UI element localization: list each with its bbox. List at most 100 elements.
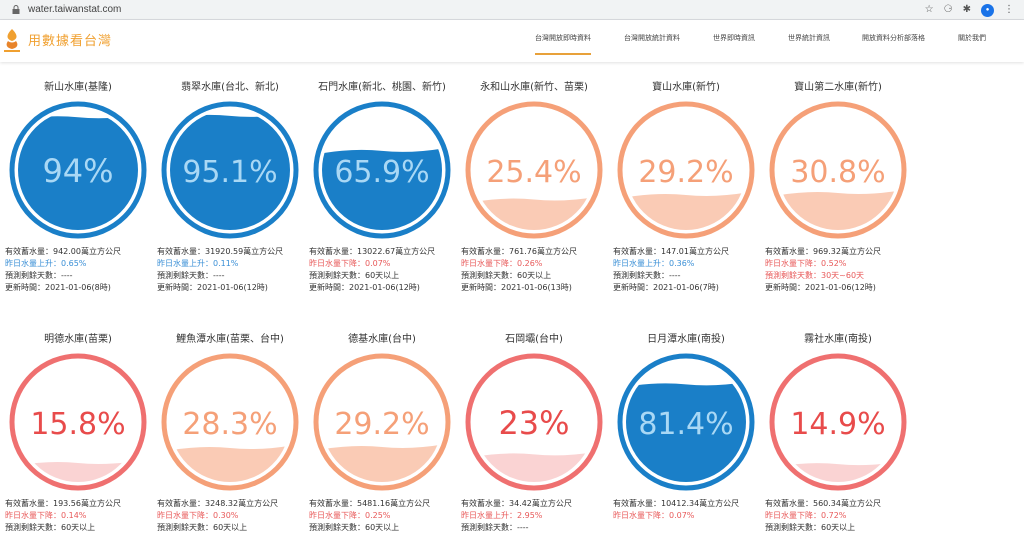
reservoir-info: 有效蓄水量：34.42萬立方公尺 昨日水量上升：2.95% 預測剩餘天數：----: [461, 498, 611, 534]
daily-change: 昨日水量下降：0.30%: [157, 511, 239, 520]
main-nav: 台灣開放即時資料 台灣開放統計資料 世界即時資訊 世界統計資訊 開放資料分析部落…: [0, 20, 1024, 62]
effective-capacity: 有效蓄水量：5481.16萬立方公尺: [309, 499, 431, 508]
reservoir-name: 石門水庫(新北、桃園、新竹): [318, 82, 446, 93]
reservoir-name: 石岡壩(台中): [505, 334, 563, 345]
star-icon[interactable]: ☆: [924, 4, 934, 15]
percent-label: 29.2%: [334, 407, 429, 442]
logo-icon[interactable]: [2, 27, 22, 53]
gauge-ring: [313, 101, 451, 239]
profile-avatar[interactable]: ●: [981, 3, 994, 17]
reservoir-name: 鯉魚潭水庫(苗栗、台中): [176, 334, 284, 345]
nav-realtime-data[interactable]: 台灣開放即時資料: [535, 33, 591, 55]
daily-change: 昨日水量下降：0.72%: [765, 511, 847, 520]
gauge-ring: [9, 353, 147, 491]
water-level-gauge: 81.4%: [617, 353, 755, 491]
water-level-gauge: 30.8%: [769, 101, 907, 239]
water-level-gauge: 94%: [9, 101, 147, 239]
water-level-gauge: 28.3%: [161, 353, 299, 491]
daily-change: 昨日水量下降：0.52%: [765, 259, 847, 268]
daily-change: 昨日水量下降：0.07%: [613, 511, 695, 520]
percent-label: 23%: [498, 404, 569, 442]
water-level-gauge: 15.8%: [9, 353, 147, 491]
nav-about[interactable]: 關於我們: [958, 34, 986, 42]
remaining-days: 預測剩餘天數：60天以上: [309, 271, 400, 280]
daily-change: 昨日水量下降：0.07%: [309, 259, 391, 268]
daily-change: 昨日水量上升：0.65%: [5, 259, 87, 268]
puzzle-icon[interactable]: ✱: [962, 4, 971, 15]
remaining-days: 預測剩餘天數：----: [157, 271, 225, 280]
reservoir-info: 有效蓄水量：147.01萬立方公尺 昨日水量上升：0.36% 預測剩餘天數：----…: [613, 246, 763, 294]
nav-world-realtime[interactable]: 世界即時資訊: [713, 34, 755, 42]
update-time: 更新時間：2021-01-06(13時): [461, 283, 572, 292]
gauge-ring: [465, 353, 603, 491]
water-fill: [626, 381, 746, 482]
effective-capacity: 有效蓄水量：13022.67萬立方公尺: [309, 247, 436, 256]
browser-actions: ☆ ⚆ ✱ ● ⋮: [925, 3, 1014, 17]
gauge-ring: [769, 101, 907, 239]
effective-capacity: 有效蓄水量：942.00萬立方公尺: [5, 247, 121, 256]
reservoir-info: 有效蓄水量：560.34萬立方公尺 昨日水量下降：0.72% 預測剩餘天數：60天以…: [765, 498, 915, 534]
daily-change: 昨日水量下降：0.25%: [309, 511, 391, 520]
reservoir-name: 德基水庫(台中): [348, 334, 416, 345]
reservoir-name: 明德水庫(苗栗): [44, 334, 112, 345]
site-title[interactable]: 用數據看台灣: [28, 34, 113, 49]
reservoir-name: 霧社水庫(南投): [804, 334, 872, 345]
reservoir-name: 日月潭水庫(南投): [647, 334, 725, 345]
nav-blog[interactable]: 開放資料分析部落格: [862, 34, 925, 42]
nav-statistics-data[interactable]: 台灣開放統計資料: [624, 34, 680, 42]
reservoir-info: 有效蓄水量：942.00萬立方公尺 昨日水量上升：0.65% 預測剩餘天數：----…: [5, 246, 155, 294]
address-bar[interactable]: water.taiwanstat.com: [28, 4, 122, 15]
water-fill: [626, 191, 746, 230]
daily-change: 昨日水量下降：0.14%: [5, 511, 87, 520]
water-fill: [18, 114, 138, 230]
remaining-days: 預測剩餘天數：60天以上: [765, 523, 856, 532]
reservoir-info: 有效蓄水量：761.76萬立方公尺 昨日水量下降：0.26% 預測剩餘天數：60天以…: [461, 246, 611, 294]
menu-icon[interactable]: ⋮: [1004, 4, 1014, 15]
reservoir-info: 有效蓄水量：3248.32萬立方公尺 昨日水量下降：0.30% 預測剩餘天數：60天…: [157, 498, 307, 534]
effective-capacity: 有效蓄水量：761.76萬立方公尺: [461, 247, 577, 256]
reservoir-info: 有效蓄水量：31920.59萬立方公尺 昨日水量上升：0.11% 預測剩餘天數：--…: [157, 246, 307, 294]
effective-capacity: 有效蓄水量：193.56萬立方公尺: [5, 499, 121, 508]
site-header: 用數據看台灣 台灣開放即時資料 台灣開放統計資料 世界即時資訊 世界統計資訊 開…: [0, 20, 1024, 62]
effective-capacity: 有效蓄水量：3248.32萬立方公尺: [157, 499, 279, 508]
reservoir-info: 有效蓄水量：5481.16萬立方公尺 昨日水量下降：0.25% 預測剩餘天數：60天…: [309, 498, 459, 534]
gauge-ring: [617, 353, 755, 491]
water-fill: [778, 190, 898, 230]
water-level-gauge: 23%: [465, 353, 603, 491]
gauge-ring: [313, 353, 451, 491]
water-level-gauge: 65.9%: [313, 101, 451, 239]
water-fill: [322, 147, 442, 230]
update-time: 更新時間：2021-01-06(12時): [765, 283, 876, 292]
browser-toolbar: water.taiwanstat.com ☆ ⚆ ✱ ● ⋮: [0, 0, 1024, 20]
percent-label: 95.1%: [182, 155, 277, 190]
lock-icon: [12, 5, 20, 14]
percent-label: 81.4%: [638, 407, 733, 442]
reservoir-name: 新山水庫(基隆): [44, 82, 112, 93]
percent-label: 30.8%: [790, 155, 885, 190]
effective-capacity: 有效蓄水量：969.32萬立方公尺: [765, 247, 881, 256]
update-time: 更新時間：2021-01-06(8時): [5, 283, 111, 292]
reservoir-info: 有效蓄水量：193.56萬立方公尺 昨日水量下降：0.14% 預測剩餘天數：60天以…: [5, 498, 155, 534]
percent-label: 28.3%: [182, 407, 277, 442]
water-fill: [322, 443, 442, 482]
reservoir-info: 有效蓄水量：10412.34萬立方公尺 昨日水量下降：0.07%: [613, 498, 763, 522]
effective-capacity: 有效蓄水量：34.42萬立方公尺: [461, 499, 572, 508]
remaining-days: 預測剩餘天數：----: [613, 271, 681, 280]
remaining-days: 預測剩餘天數：----: [461, 523, 529, 532]
water-fill: [170, 112, 290, 230]
extension-icon[interactable]: ⚆: [943, 4, 953, 15]
gauge-ring: [769, 353, 907, 491]
remaining-days: 預測剩餘天數：60天以上: [5, 523, 96, 532]
nav-world-statistics[interactable]: 世界統計資訊: [788, 34, 830, 42]
gauge-ring: [617, 101, 755, 239]
update-time: 更新時間：2021-01-06(7時): [613, 283, 719, 292]
water-level-gauge: 29.2%: [617, 101, 755, 239]
effective-capacity: 有效蓄水量：560.34萬立方公尺: [765, 499, 881, 508]
daily-change: 昨日水量上升：2.95%: [461, 511, 543, 520]
percent-label: 65.9%: [334, 155, 429, 190]
daily-change: 昨日水量上升：0.36%: [613, 259, 695, 268]
water-level-gauge: 14.9%: [769, 353, 907, 491]
daily-change: 昨日水量下降：0.26%: [461, 259, 543, 268]
effective-capacity: 有效蓄水量：31920.59萬立方公尺: [157, 247, 284, 256]
